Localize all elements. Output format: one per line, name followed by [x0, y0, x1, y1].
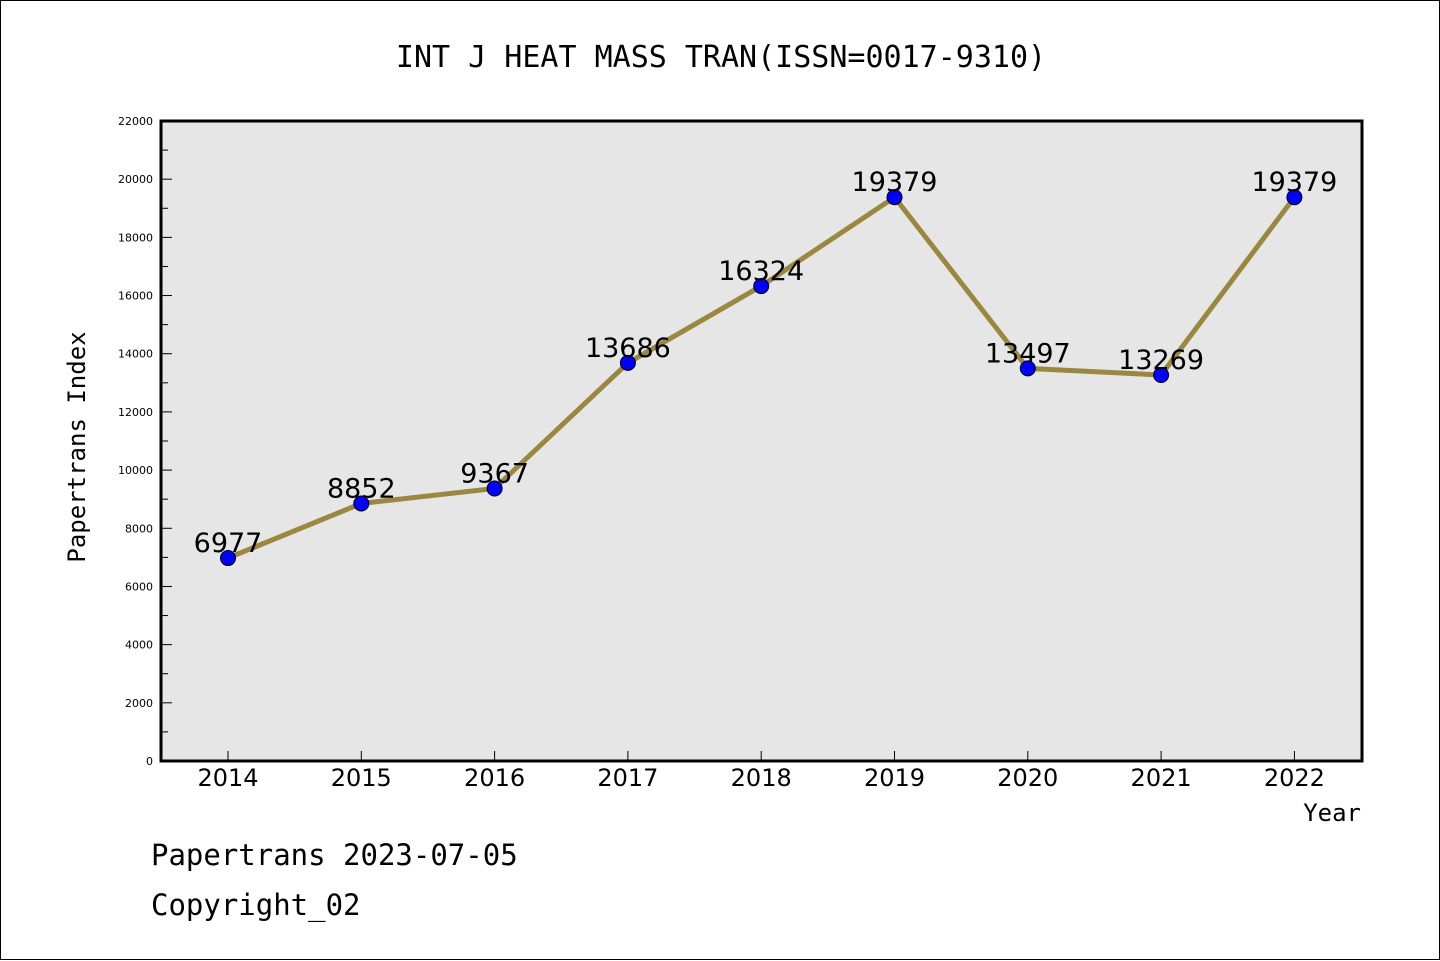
y-axis-label: Papertrans Index [63, 331, 91, 562]
y-tick-label: 6000 [125, 580, 153, 593]
x-tick-label: 2018 [731, 764, 792, 792]
data-point [1286, 189, 1303, 206]
plot-area [159, 119, 1364, 763]
y-tick-label: 2000 [125, 697, 153, 710]
data-label: 13269 [1118, 345, 1204, 376]
y-tick-label: 8000 [125, 522, 153, 535]
data-label: 13497 [985, 338, 1071, 369]
data-point [753, 278, 770, 295]
y-tick-label: 12000 [118, 406, 153, 419]
y-tick-label: 18000 [118, 231, 153, 244]
data-point [886, 189, 903, 206]
x-axis-label: Year [1303, 799, 1361, 827]
data-point [1153, 366, 1170, 383]
footer-copyright: Copyright_02 [151, 888, 361, 923]
y-axis: 0 2000 4000 6000 8000 10000 12000 14000 16000 180… [118, 115, 172, 768]
data-point [1019, 360, 1036, 377]
data-label: 9367 [460, 459, 529, 490]
x-tick-label: 2021 [1131, 764, 1192, 792]
x-tick-label: 2014 [197, 764, 258, 792]
data-point [353, 495, 370, 512]
series-papertrans-index [220, 189, 1303, 567]
y-tick-label: 0 [146, 755, 153, 768]
data-label: 8852 [327, 473, 396, 504]
data-point [619, 354, 636, 371]
data-label: 6977 [194, 528, 263, 559]
y-tick-label: 16000 [118, 290, 153, 303]
y-tick-label: 22000 [118, 115, 153, 128]
x-tick-label: 2022 [1264, 764, 1325, 792]
data-point [486, 480, 503, 497]
data-labels: 6977 8852 9367 13686 16324 19379 13497 13269 193… [194, 167, 1338, 559]
data-point [220, 550, 236, 567]
data-label: 19379 [852, 167, 938, 198]
y-tick-label: 4000 [125, 639, 153, 652]
x-tick-label: 2016 [464, 764, 525, 792]
footer-date: Papertrans 2023-07-05 [151, 838, 518, 872]
y-tick-label: 10000 [118, 464, 153, 477]
x-tick-label: 2015 [331, 764, 392, 792]
x-axis: 2014 2015 2016 2017 2018 2019 2020 2021 2022 [197, 751, 1325, 792]
x-tick-label: 2020 [997, 764, 1058, 792]
x-tick-label: 2017 [597, 764, 658, 792]
y-tick-label: 14000 [118, 348, 153, 361]
data-label: 13686 [585, 333, 671, 364]
chart-title: INT J HEAT MASS TRAN(ISSN=0017-9310) [396, 40, 1046, 75]
y-tick-label: 20000 [118, 173, 153, 186]
x-tick-label: 2019 [864, 764, 925, 792]
data-label: 19379 [1251, 167, 1337, 198]
data-label: 16324 [718, 256, 804, 287]
